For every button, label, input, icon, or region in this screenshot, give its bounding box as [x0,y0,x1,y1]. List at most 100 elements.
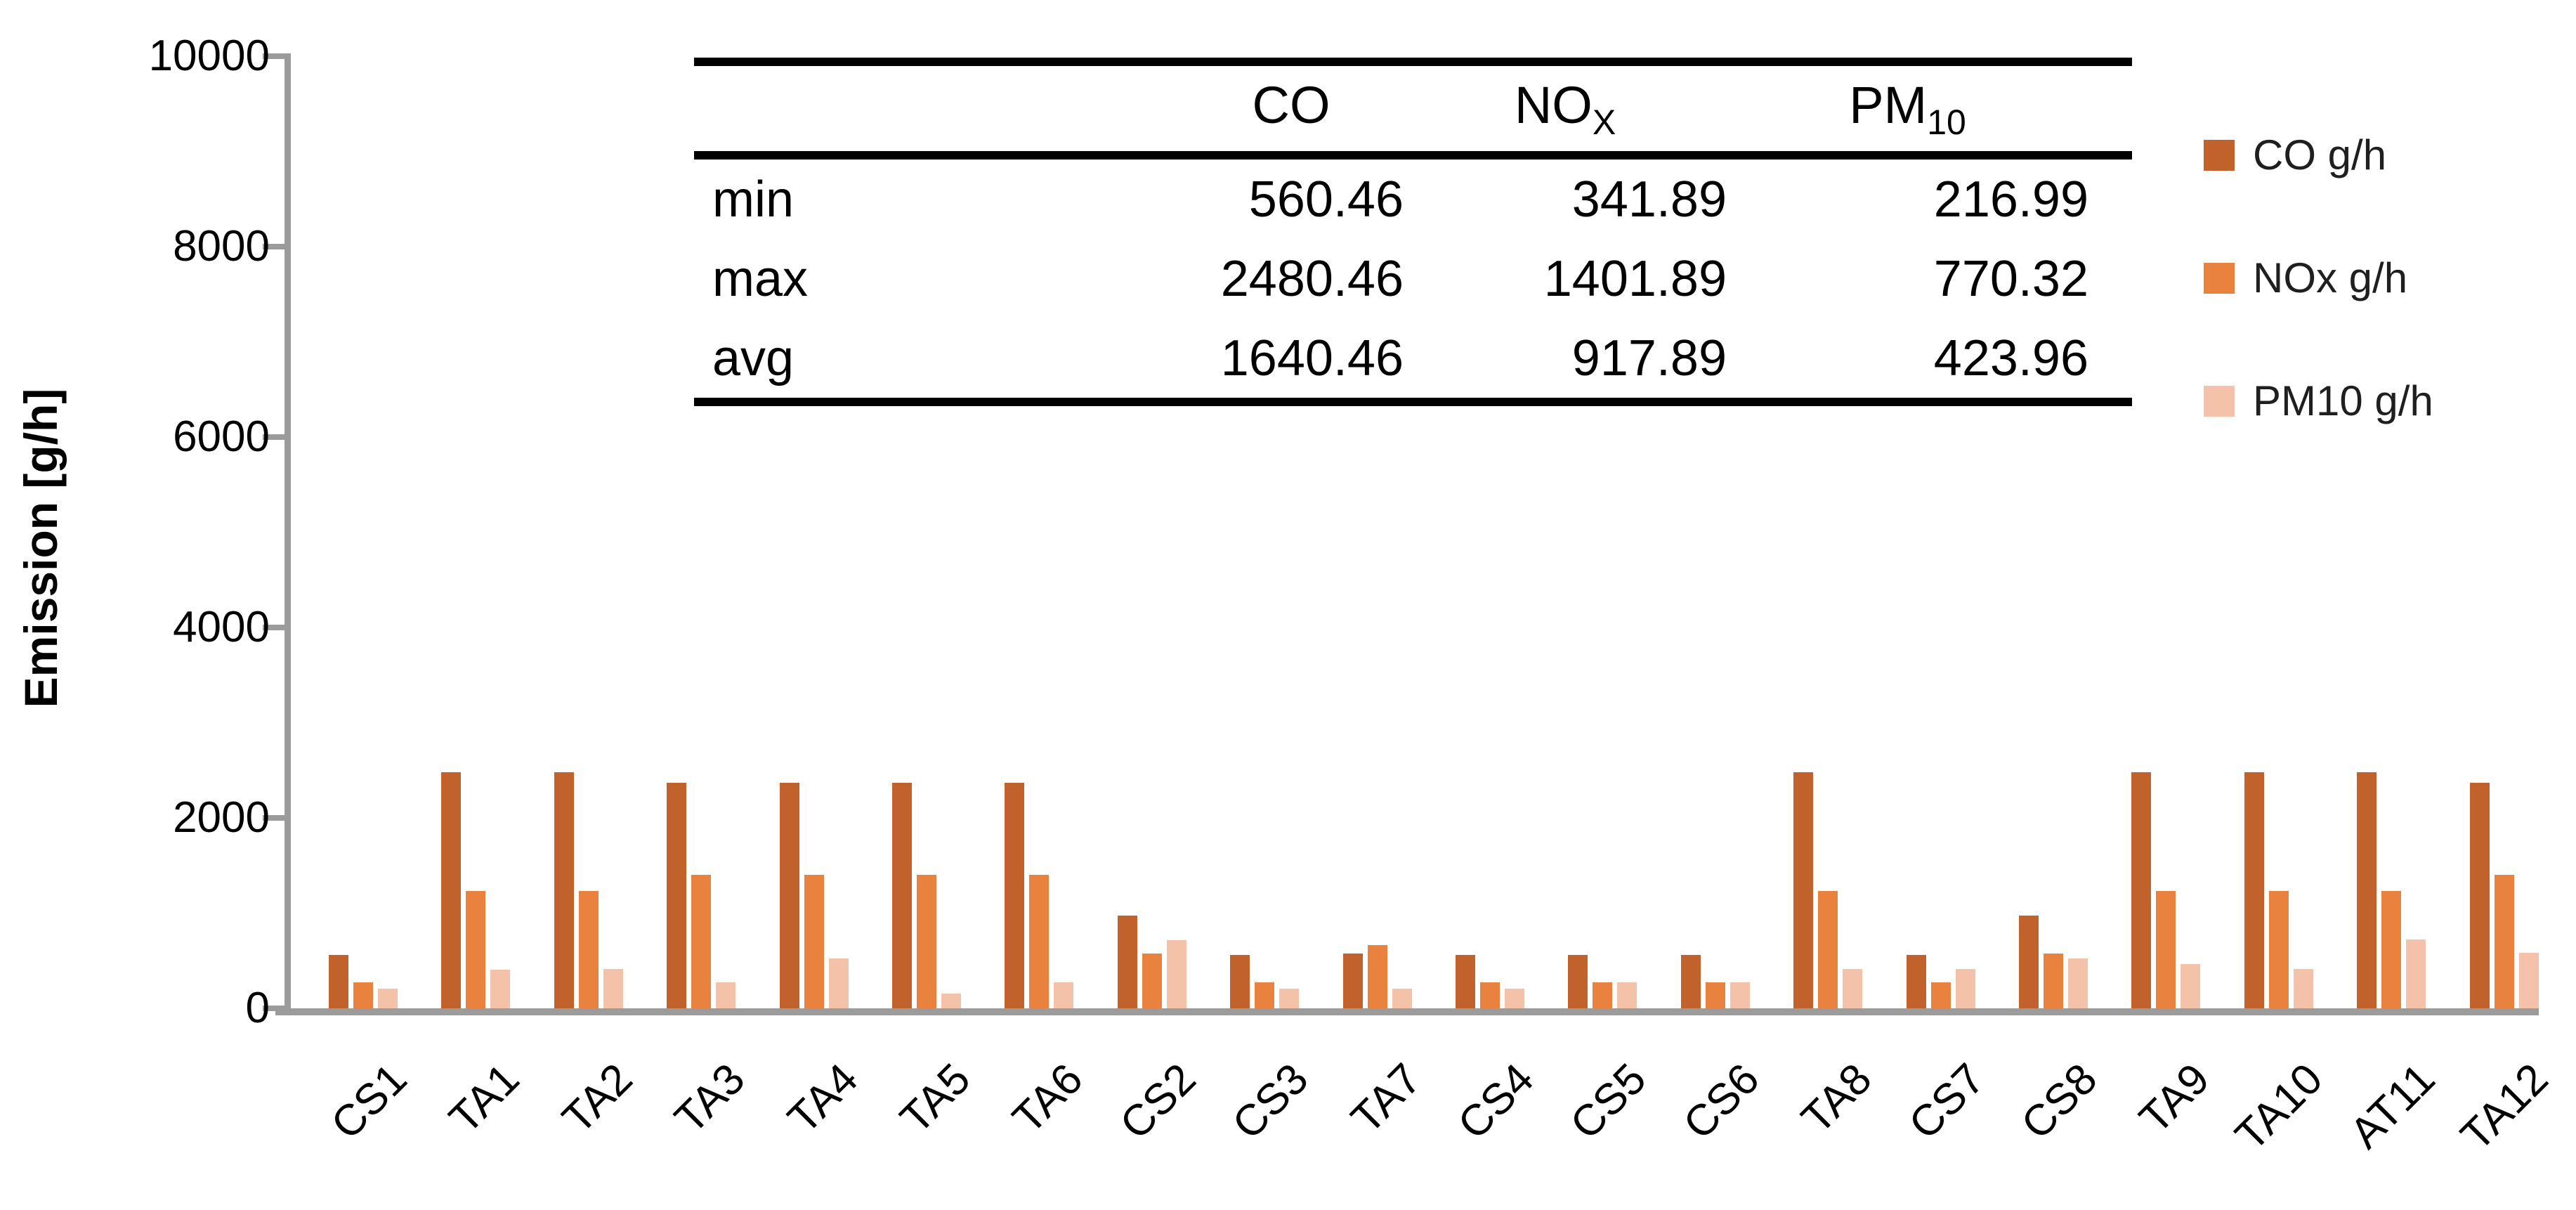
x-axis-label-ta1: TA1 [440,1054,529,1143]
x-axis-label-ta9: TA9 [2130,1054,2219,1143]
x-axis-label-cs2: CS2 [1111,1054,1205,1149]
table-row-min: min 560.46 341.89 216.99 [694,160,2132,239]
bar-nox-cs2 [1142,954,1162,1008]
bar-pm10-at11 [2406,939,2426,1008]
y-tick-label: 4000 [173,603,270,651]
x-axis-label-ta2: TA2 [553,1054,642,1143]
legend-swatch-icon [2204,262,2235,294]
x-axis-label-ta4: TA4 [778,1054,868,1143]
bar-nox-ta2 [578,891,599,1008]
row-label: max [712,250,809,307]
bar-pm10-cs5 [1617,982,1637,1008]
bar-pm10-ta4 [828,958,849,1008]
bar-nox-ta9 [2156,891,2176,1008]
bar-co-ta4 [779,782,799,1008]
row-label: avg [712,330,795,386]
legend-label: CO g/h [2253,131,2387,178]
max-nox-value: 1401.89 [1543,250,1727,307]
x-axis-label-ta7: TA7 [1342,1054,1431,1143]
legend-swatch-icon [2204,385,2235,417]
bar-co-cs4 [1456,955,1475,1008]
bar-nox-ta4 [804,875,824,1008]
legend: CO g/h NOx g/h PM10 g/h [2204,131,2433,425]
bar-pm10-cs1 [378,988,398,1008]
bar-nox-ta3 [691,875,712,1008]
bar-nox-cs1 [353,982,373,1008]
x-axis-label-ta5: TA5 [891,1054,980,1143]
bar-co-ta1 [441,772,462,1008]
table-rule-bottom [694,398,2132,406]
min-nox-value: 341.89 [1571,171,1727,228]
bar-pm10-cs8 [2068,958,2088,1008]
y-tick-mark [263,1006,291,1011]
y-tick-label: 10000 [148,32,270,80]
y-tick-mark [263,625,291,630]
bar-co-ta8 [1793,772,1814,1008]
y-tick-label: 6000 [173,412,270,461]
bar-co-cs3 [1230,955,1250,1008]
table-header-co: CO [1252,75,1331,134]
bar-co-cs2 [1117,915,1137,1008]
bar-pm10-ta7 [1392,989,1412,1008]
bar-nox-ta8 [1818,891,1838,1008]
max-co-value: 2480.46 [1220,250,1404,307]
bar-pm10-ta5 [941,993,961,1008]
min-co-value: 560.46 [1248,171,1404,228]
bar-nox-ta7 [1367,944,1387,1008]
y-axis-line [285,55,291,1015]
y-tick-label: 8000 [173,222,270,271]
table-header-nox: NOX [1514,75,1616,142]
table-rule-top [694,58,2132,66]
bar-nox-at11 [2381,891,2402,1008]
legend-label: PM10 g/h [2253,377,2433,424]
bar-pm10-cs4 [1505,988,1524,1008]
stats-table: CO NOX PM10 min 560.46 341.89 216.99 max… [694,58,2132,406]
table-row-max: max 2480.46 1401.89 770.32 [694,239,2132,318]
bar-pm10-ta6 [1054,982,1074,1008]
bar-nox-cs6 [1705,982,1725,1008]
bar-co-cs5 [1568,955,1588,1008]
table-header-row: CO NOX PM10 [694,66,2132,151]
avg-nox-value: 917.89 [1571,330,1727,386]
bar-nox-cs8 [2044,954,2063,1008]
bar-nox-cs3 [1255,982,1275,1008]
y-tick-mark [263,53,291,59]
bar-co-ta10 [2244,772,2264,1008]
bar-co-cs7 [1906,955,1926,1008]
bar-nox-cs7 [1930,982,1951,1008]
avg-pm10-value: 423.96 [1933,330,2088,386]
x-axis-label-cs5: CS5 [1561,1054,1656,1149]
bar-nox-ta10 [2268,891,2289,1008]
avg-co-value: 1640.46 [1220,330,1404,386]
bar-co-cs6 [1680,955,1701,1008]
x-axis-label-ta12: TA12 [2451,1054,2558,1161]
table-rule-header [694,151,2132,160]
legend-item-co: CO g/h [2204,131,2433,179]
bar-pm10-ta12 [2518,953,2539,1008]
bar-pm10-cs2 [1166,940,1186,1008]
y-tick-mark [263,434,291,440]
bar-nox-cs4 [1480,982,1500,1008]
x-axis-label-ta3: TA3 [665,1054,754,1143]
bar-pm10-ta1 [490,970,511,1008]
y-tick-label: 0 [245,984,270,1032]
bar-pm10-ta9 [2181,963,2201,1008]
y-tick-mark [263,815,291,821]
max-pm10-value: 770.32 [1933,250,2088,307]
x-axis-label-ta8: TA8 [1792,1054,1881,1143]
x-axis-label-ta6: TA6 [1003,1054,1092,1143]
x-axis-label-ta10: TA10 [2225,1054,2332,1161]
bar-co-ta2 [554,772,574,1008]
bar-co-cs8 [2019,915,2039,1008]
bar-nox-ta12 [2494,874,2514,1008]
x-axis-label-cs4: CS4 [1449,1054,1543,1149]
x-axis-label-cs8: CS8 [2012,1054,2107,1149]
bar-nox-cs5 [1593,982,1613,1008]
bar-pm10-ta2 [603,969,623,1008]
bar-co-ta12 [2469,782,2490,1008]
bar-co-ta5 [892,782,912,1008]
x-axis-label-cs1: CS1 [322,1054,417,1149]
y-tick-mark [263,244,291,249]
y-tick-label: 2000 [173,793,270,842]
